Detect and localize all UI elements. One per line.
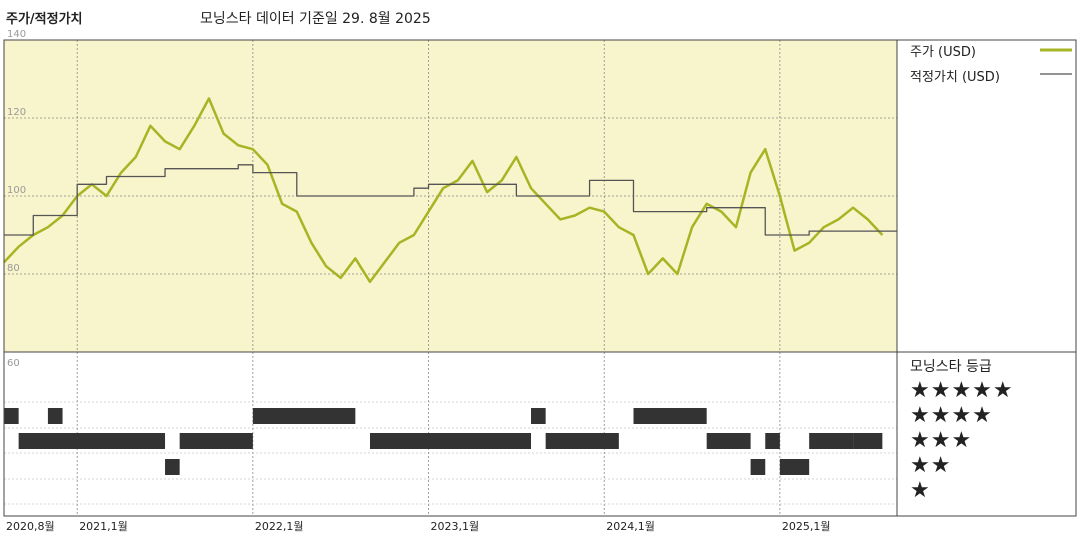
- lower-panel-axis-label: 60: [7, 358, 20, 369]
- x-tick-label: 2020,8월: [6, 520, 55, 533]
- fair-value-legend-label: 적정가치 (USD): [910, 70, 1000, 85]
- y-tick-label: 140: [7, 29, 26, 40]
- rating-bar-2-star: [779, 459, 810, 475]
- rating-bar-3-star: [706, 433, 751, 449]
- tick-layer: 140 120 100 80 60 2020,8월 2021,1월 2022,1월 2023,1…: [6, 29, 830, 533]
- rating-bar-4-star: [252, 408, 356, 424]
- fair-value-series-line: [4, 164, 897, 236]
- chart-title: 주가/적정가치: [6, 12, 83, 27]
- rating-bar-3-star: [369, 433, 532, 449]
- x-tick-label: 2023,1월: [431, 520, 480, 533]
- x-tick-label: 2022,1월: [255, 520, 304, 533]
- price-legend-label: 주가 (USD): [910, 45, 976, 60]
- y-tick-label: 120: [7, 107, 26, 118]
- rating-layer: [4, 408, 883, 475]
- y-tick-label: 80: [7, 263, 20, 274]
- star-rating-3: ★★★: [910, 428, 973, 453]
- price-series-line: [3, 97, 884, 284]
- rating-bar-3-star: [18, 433, 166, 449]
- star-rating-5: ★★★★★: [910, 378, 1014, 403]
- data-date-subtitle: 모닝스타 데이터 기준일 29. 8월 2025: [200, 11, 431, 27]
- rating-bar-2-star: [165, 459, 180, 475]
- star-rating-4: ★★★★: [910, 403, 993, 428]
- chart-outer-border: [3, 39, 1077, 517]
- star-rating-1: ★: [910, 478, 931, 503]
- x-tick-label: 2025,1월: [782, 520, 831, 533]
- rating-bar-3-star: [765, 433, 780, 449]
- rating-bar-4-star: [633, 408, 707, 424]
- rating-bar-4-star: [47, 408, 63, 424]
- rating-legend-title: 모닝스타 등급: [910, 359, 992, 375]
- rating-bar-4-star: [4, 408, 19, 424]
- rating-bar-2-star: [750, 459, 766, 475]
- rating-bar-3-star: [853, 433, 883, 449]
- series-layer: [3, 97, 897, 284]
- x-tick-label: 2024,1월: [606, 520, 655, 533]
- rating-bar-3-star: [809, 433, 854, 449]
- rating-bar-3-star: [545, 433, 619, 449]
- y-tick-label: 100: [7, 185, 26, 196]
- rating-bar-4-star: [531, 408, 546, 424]
- star-rating-2: ★★: [910, 453, 952, 478]
- x-tick-label: 2021,1월: [79, 520, 128, 533]
- rating-bar-3-star: [179, 433, 253, 449]
